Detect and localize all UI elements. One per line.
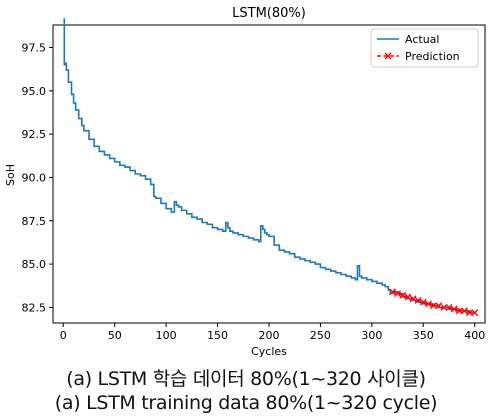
y-tick-label: 82.5 (22, 301, 47, 314)
prediction-marker (419, 298, 427, 306)
y-axis-label: SoH (4, 164, 17, 186)
y-tick-label: 85.0 (22, 258, 47, 271)
prediction-marker (394, 290, 402, 298)
y-tick-label: 90.0 (22, 171, 47, 184)
prediction-marker (445, 303, 453, 311)
prediction-marker (466, 309, 474, 317)
line-chart: LSTM(80%) 0 50 100 150 200 250 300 350 400 82.58… (4, 6, 486, 358)
y-tick-label: 95.0 (22, 85, 47, 98)
x-tick-label: 250 (310, 329, 331, 342)
prediction-marker (388, 288, 396, 296)
prediction-marker (471, 309, 479, 317)
x-axis-label: Cycles (251, 345, 287, 358)
y-axis-ticks: 82.5 85.0 87.5 90.0 92.5 95.0 97.5 (22, 42, 53, 314)
series-layer (63, 18, 479, 317)
y-tick-label: 87.5 (22, 215, 47, 228)
prediction-marker (399, 291, 407, 299)
x-tick-label: 0 (60, 329, 67, 342)
x-tick-label: 350 (413, 329, 434, 342)
y-tick-label: 97.5 (22, 42, 47, 55)
x-tick-label: 100 (156, 329, 177, 342)
prediction-marker (450, 305, 458, 313)
prediction-marker (455, 307, 463, 315)
prediction-marker (430, 302, 438, 310)
x-tick-label: 300 (361, 329, 382, 342)
caption-english: (a) LSTM training data 80%(1~320 cycle) (54, 392, 438, 414)
y-tick-label: 92.5 (22, 128, 47, 141)
legend-actual-label: Actual (405, 33, 439, 46)
prediction-marker (409, 295, 417, 303)
series-line-prediction (392, 291, 475, 314)
x-tick-label: 150 (207, 329, 228, 342)
legend-prediction-marker (384, 52, 392, 60)
prediction-marker (435, 302, 443, 310)
series-line-actual (63, 18, 475, 314)
x-tick-label: 200 (259, 329, 280, 342)
x-axis-ticks: 0 50 100 150 200 250 300 350 400 (60, 323, 485, 342)
legend: Actual Prediction (370, 28, 479, 68)
x-tick-label: 400 (464, 329, 485, 342)
caption-korean: (a) LSTM 학습 데이터 80%(1~320 사이클) (66, 368, 426, 390)
prediction-marker (404, 293, 412, 301)
prediction-marker (440, 303, 448, 311)
prediction-marker (460, 307, 468, 315)
prediction-marker (414, 297, 422, 304)
chart-title: LSTM(80%) (232, 6, 306, 21)
plot-area (52, 24, 486, 324)
x-tick-label: 50 (108, 329, 122, 342)
legend-prediction-label: Prediction (405, 50, 460, 63)
prediction-marker (424, 300, 432, 308)
